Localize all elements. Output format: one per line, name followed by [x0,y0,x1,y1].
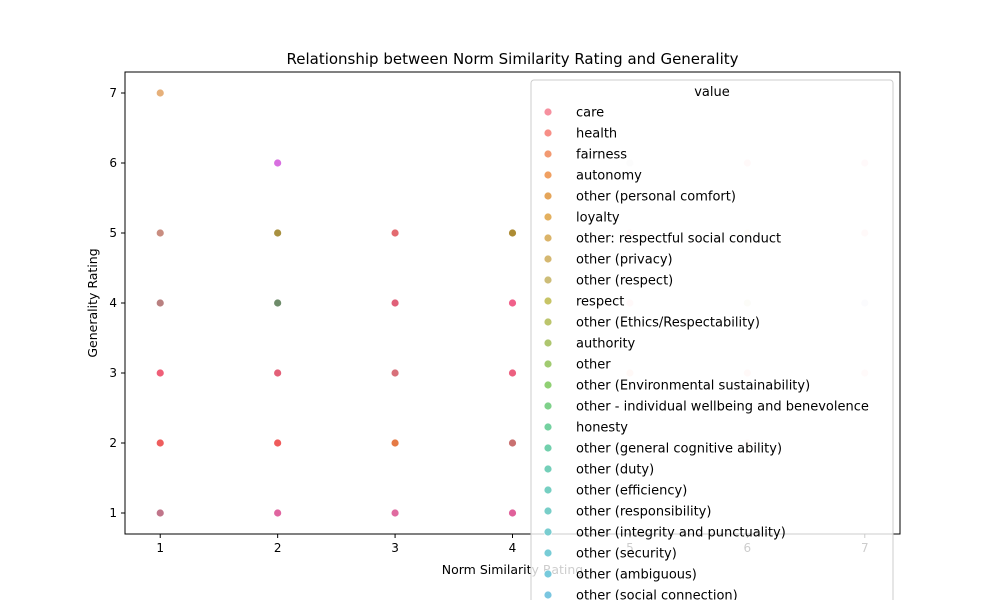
legend-label: health [576,127,617,142]
legend-label: respect [576,295,624,310]
data-point-20 [508,438,517,448]
legend-label: other (duty) [576,463,654,478]
x-tick-label: 2 [274,541,282,555]
data-point-3 [155,368,165,378]
legend-frame [530,79,894,600]
data-point-2 [155,298,165,308]
legend-label: autonomy [576,169,642,184]
y-tick-label: 6 [109,156,117,170]
data-point-5 [155,508,165,518]
legend-label: other (respect) [576,274,673,289]
y-tick-label: 7 [109,86,117,100]
legend-label: other (efficiency) [576,484,687,499]
legend-marker [543,464,553,474]
legend-title: value [694,85,730,100]
legend-label: other: respectful social conduct [576,232,781,247]
x-tick-label: 1 [156,541,164,555]
y-axis: 1 2 3 4 5 6 7 [109,86,125,520]
legend-marker [543,233,553,243]
x-tick-label: 4 [509,541,517,555]
data-point-12 [390,228,400,238]
data-point-7 [273,228,283,238]
legend-marker [543,107,553,117]
legend-label: other (general cognitive ability) [576,442,782,457]
legend-marker [543,149,553,159]
legend-label: other (Ethics/Respectability) [576,316,760,331]
y-tick-label: 4 [109,296,117,310]
data-point-9 [273,368,283,378]
data-point-10 [273,438,283,448]
x-tick-label: 3 [391,541,399,555]
legend-label: other (integrity and punctuality) [576,526,786,541]
data-point-0 [155,88,165,98]
legend-marker [543,443,553,453]
legend-marker [543,527,553,537]
legend-label: other (Environmental sustainability) [576,379,810,394]
legend-marker [543,296,553,306]
legend-label: other - individual wellbeing and benevol… [576,400,869,415]
data-point-15 [390,438,400,448]
data-point-6 [273,158,283,168]
legend-marker [543,380,553,390]
legend-marker [543,422,553,432]
legend-label: other [576,358,611,373]
legend: value care health fairness autonomy other (p… [530,79,894,600]
legend-marker [543,338,553,348]
legend-marker [543,275,553,285]
data-point-17 [508,228,517,238]
data-point-16 [390,508,400,518]
data-point-11 [273,508,283,518]
data-point-13 [390,298,400,308]
y-axis-label: Generality Rating [85,248,100,357]
legend-marker [543,191,553,201]
legend-label: loyalty [576,211,620,226]
legend-marker [543,590,553,600]
legend-label: authority [576,337,636,352]
data-point-19 [508,368,517,378]
legend-label: other (social connection) [576,589,738,600]
legend-label: other (personal comfort) [576,190,736,205]
legend-label: other (responsibility) [576,505,711,520]
y-tick-label: 3 [109,366,117,380]
legend-label: other (security) [576,547,677,562]
y-tick-label: 1 [109,506,117,520]
legend-label: other (privacy) [576,253,673,268]
legend-marker [543,401,553,411]
legend-marker [543,506,553,516]
legend-marker [543,548,553,558]
data-point-4 [155,438,165,448]
legend-marker [543,212,553,222]
data-point-18 [508,298,517,308]
data-point-8 [273,298,283,308]
chart-title: Relationship between Norm Similarity Rat… [286,50,738,68]
legend-label: care [576,106,604,121]
legend-marker [543,254,553,264]
y-tick-label: 5 [109,226,117,240]
legend-marker [543,485,553,495]
data-point-14 [390,368,400,378]
legend-marker [543,128,553,138]
data-point-1 [155,228,165,238]
legend-label: other (ambiguous) [576,568,697,583]
y-tick-label: 2 [109,436,117,450]
data-point-21 [508,508,517,518]
legend-marker [543,170,553,180]
legend-label: fairness [576,148,627,163]
legend-marker [543,359,553,369]
legend-marker [543,317,553,327]
legend-marker [543,569,553,579]
legend-label: honesty [576,421,628,436]
